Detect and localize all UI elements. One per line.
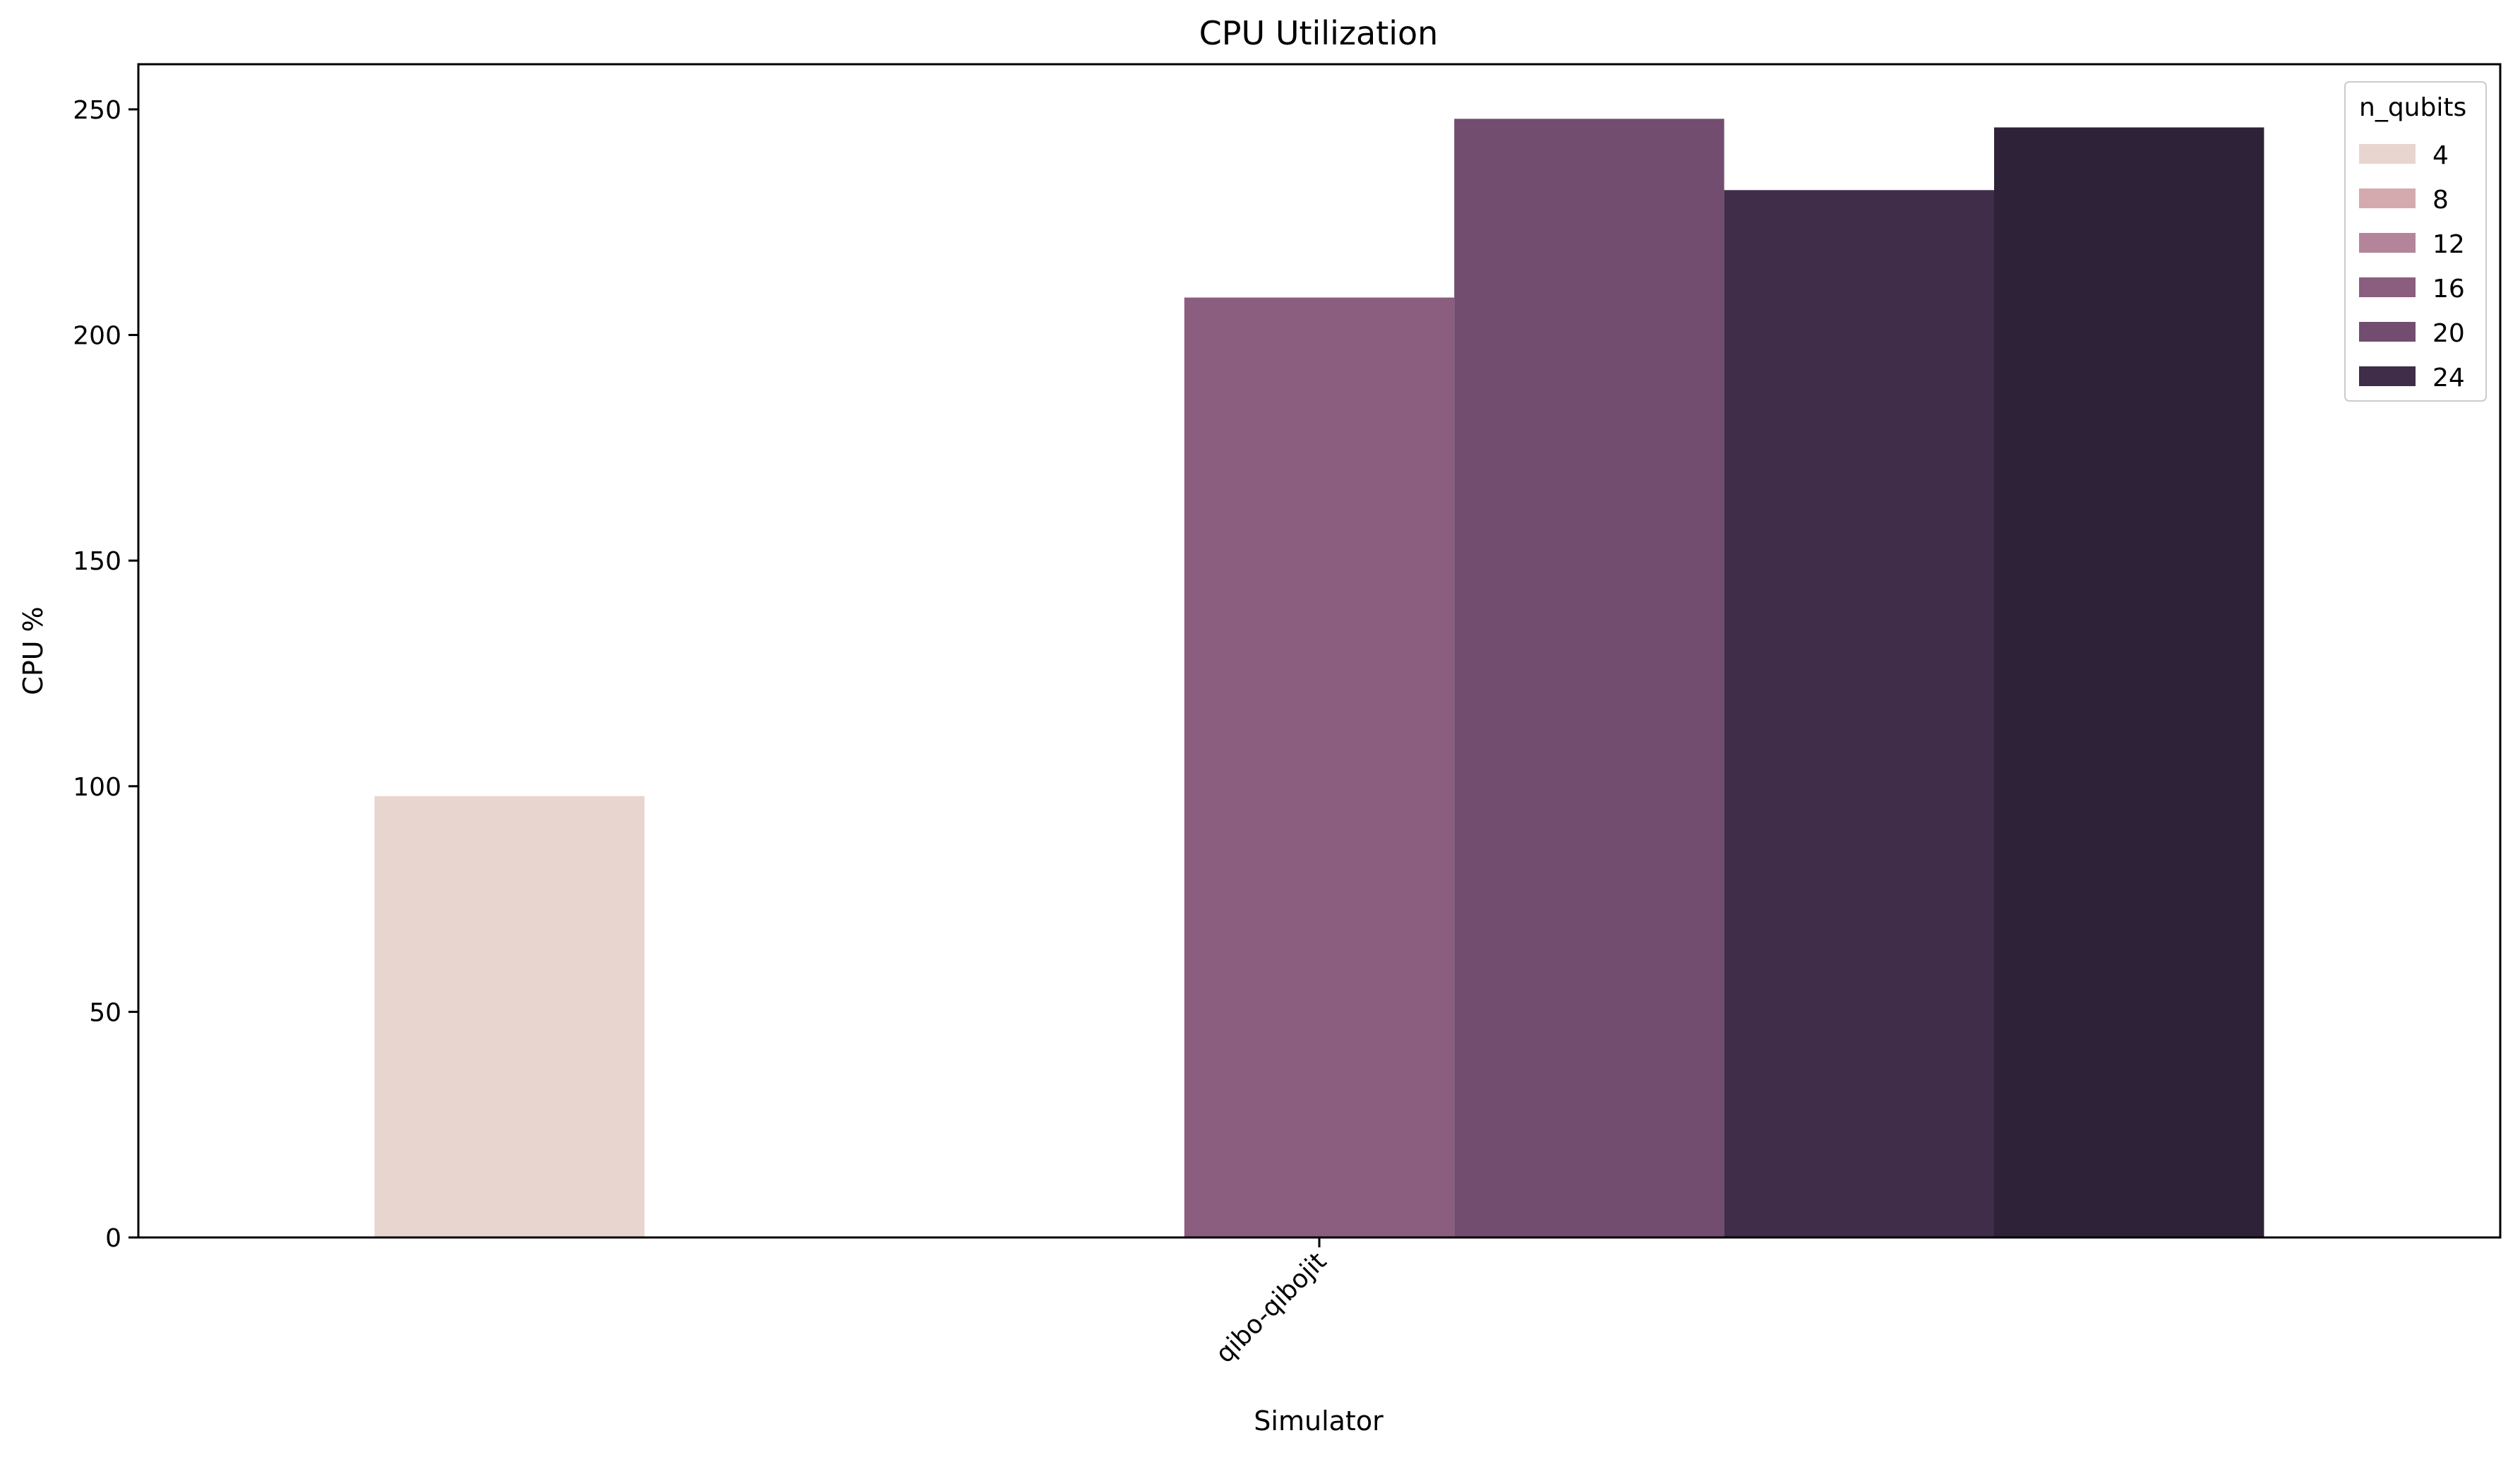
y-tick-label: 50 [89,998,121,1027]
y-tick-label: 100 [73,773,121,802]
y-tick-label: 0 [105,1224,121,1253]
legend: n_qubits 4 8 12 16 20 24 [2344,81,2487,402]
chart-title: CPU Utilization [1199,14,1439,52]
legend-label: 4 [2432,141,2449,170]
legend-swatch [2359,322,2416,342]
y-tick-label: 250 [73,96,121,125]
bar-group [374,119,2264,1237]
legend-label: 16 [2432,275,2465,304]
legend-title: n_qubits [2359,93,2466,122]
bar-20 [1454,119,1724,1237]
legend-label: 8 [2432,186,2449,215]
legend-label: 12 [2432,230,2465,259]
legend-swatch [2359,277,2416,297]
y-tick-label: 200 [73,322,121,351]
y-axis: 0 50 100 150 200 250 [73,96,138,1253]
y-tick-label: 150 [73,547,121,576]
legend-swatch [2359,233,2416,253]
legend-swatch [2359,144,2416,164]
x-axis-label: Simulator [1254,1405,1384,1437]
legend-swatch [2359,188,2416,208]
legend-label: 24 [2432,364,2465,392]
bar-24 [1724,190,1994,1237]
bar-4 [374,796,644,1237]
legend-swatch [2359,366,2416,386]
y-axis-label: CPU % [18,606,49,695]
bar-16 [1184,297,1455,1237]
legend-label: 20 [2432,319,2465,348]
bar-series-6 [1994,127,2264,1237]
